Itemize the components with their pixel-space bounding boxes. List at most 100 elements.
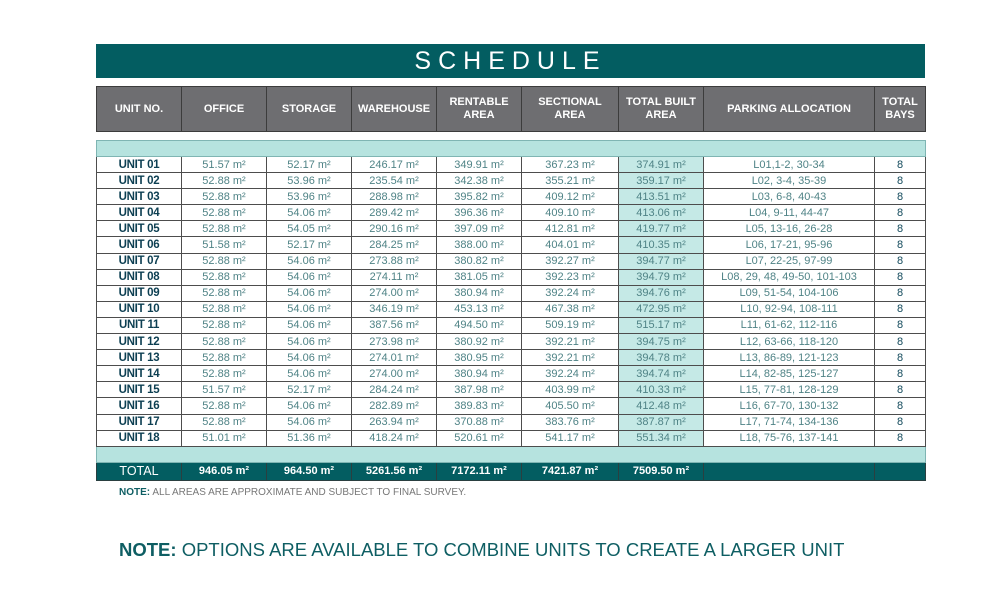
table-cell: 51.01 m² (181, 429, 267, 447)
table-cell: 413.51 m² (618, 188, 704, 206)
table-cell: 380.94 m² (436, 365, 522, 383)
table-cell: 380.82 m² (436, 252, 522, 270)
table-cell: 359.17 m² (618, 172, 704, 190)
table-cell: 387.98 m² (436, 381, 522, 399)
table-cell: 289.42 m² (351, 204, 437, 222)
table-cell: L17, 71-74, 134-136 (703, 413, 875, 431)
table-cell: 392.24 m² (521, 284, 619, 302)
total-cell: 964.50 m² (266, 461, 352, 481)
unit-cell: UNIT 14 (96, 365, 182, 383)
table-cell: 54.06 m² (266, 252, 352, 270)
unit-cell: UNIT 03 (96, 188, 182, 206)
table-cell: 394.79 m² (618, 268, 704, 286)
total-cell (703, 461, 875, 481)
table-row: UNIT 01 51.57 m² 52.17 m² 246.17 m² 349.91 m… (96, 155, 927, 174)
table-cell: 8 (873, 236, 927, 254)
table-cell: 387.87 m² (618, 413, 704, 431)
table-cell: 51.57 m² (181, 155, 267, 174)
column-header: UNIT NO. (96, 86, 182, 132)
unit-cell: UNIT 07 (96, 252, 182, 270)
unit-cell: UNIT 08 (96, 268, 182, 286)
table-cell: 394.76 m² (618, 284, 704, 302)
table-cell: L02, 3-4, 35-39 (703, 172, 875, 190)
table-row: UNIT 07 52.88 m² 54.06 m² 273.88 m² 380.82 m… (96, 252, 927, 270)
table-row: UNIT 11 52.88 m² 54.06 m² 387.56 m² 494.50 m… (96, 316, 927, 335)
table-cell: 284.24 m² (351, 381, 437, 399)
table-cell: 392.21 m² (521, 333, 619, 351)
unit-cell: UNIT 02 (96, 172, 182, 190)
table-row: UNIT 16 52.88 m² 54.06 m² 282.89 m² 389.83 m… (96, 397, 927, 415)
unit-cell: UNIT 04 (96, 204, 182, 222)
table-row: UNIT 12 52.88 m² 54.06 m² 273.98 m² 380.92 m… (96, 333, 927, 351)
table-cell: L06, 17-21, 95-96 (703, 236, 875, 254)
table-cell: 52.88 m² (181, 252, 267, 270)
table-cell: 8 (873, 188, 927, 206)
table-cell: L10, 92-94, 108-111 (703, 300, 875, 318)
table-cell: 410.33 m² (618, 381, 704, 399)
table-cell: 349.91 m² (436, 155, 522, 174)
table-cell: 53.96 m² (266, 188, 352, 206)
table-cell: 387.56 m² (351, 316, 437, 335)
table-cell: 8 (873, 349, 927, 367)
table-cell: 51.57 m² (181, 381, 267, 399)
table-cell: 342.38 m² (436, 172, 522, 190)
table-row: UNIT 14 52.88 m² 54.06 m² 274.00 m² 380.94 m… (96, 365, 927, 383)
table-cell: 472.95 m² (618, 300, 704, 318)
total-cell (873, 461, 927, 481)
unit-cell: UNIT 09 (96, 284, 182, 302)
table-cell: L15, 77-81, 128-129 (703, 381, 875, 399)
table-cell: 53.96 m² (266, 172, 352, 190)
table-row: UNIT 13 52.88 m² 54.06 m² 274.01 m² 380.95 m… (96, 349, 927, 367)
unit-cell: UNIT 05 (96, 220, 182, 238)
table-cell: 409.10 m² (521, 204, 619, 222)
total-row: TOTAL 946.05 m² 964.50 m² 5261.56 m² 7172.11… (96, 461, 927, 481)
column-header: OFFICE (181, 86, 267, 132)
table-cell: 8 (873, 316, 927, 335)
table-cell: 290.16 m² (351, 220, 437, 238)
table-cell: 54.06 m² (266, 316, 352, 335)
table-cell: 383.76 m² (521, 413, 619, 431)
table-cell: 520.61 m² (436, 429, 522, 447)
column-header: TOTAL BUILT AREA (618, 86, 704, 132)
table-cell: 52.88 m² (181, 188, 267, 206)
table-cell: L18, 75-76, 137-141 (703, 429, 875, 447)
table-cell: 282.89 m² (351, 397, 437, 415)
spacer-cell (95, 445, 927, 463)
table-cell: 412.48 m² (618, 397, 704, 415)
table-cell: 389.83 m² (436, 397, 522, 415)
table-cell: 8 (873, 333, 927, 351)
table-cell: 274.01 m² (351, 349, 437, 367)
total-cell: 7172.11 m² (436, 461, 522, 481)
table-cell: 392.21 m² (521, 349, 619, 367)
table-cell: 418.24 m² (351, 429, 437, 447)
table-cell: L08, 29, 48, 49-50, 101-103 (703, 268, 875, 286)
table-cell: 419.77 m² (618, 220, 704, 238)
combine-units-note: NOTE: OPTIONS ARE AVAILABLE TO COMBINE U… (119, 539, 845, 560)
table-cell: 54.06 m² (266, 268, 352, 286)
table-cell: 392.23 m² (521, 268, 619, 286)
table-cell: 394.75 m² (618, 333, 704, 351)
spacer-cell (95, 140, 927, 157)
table-cell: 235.54 m² (351, 172, 437, 190)
table-cell: 392.24 m² (521, 365, 619, 383)
table-cell: L05, 13-16, 26-28 (703, 220, 875, 238)
unit-cell: UNIT 16 (96, 397, 182, 415)
table-cell: 388.00 m² (436, 236, 522, 254)
table-cell: 541.17 m² (521, 429, 619, 447)
unit-cell: UNIT 18 (96, 429, 182, 447)
table-cell: 413.06 m² (618, 204, 704, 222)
table-cell: 52.17 m² (266, 155, 352, 174)
column-header: TOTAL BAYS (874, 86, 926, 132)
table-cell: 8 (873, 429, 927, 447)
table-cell: 52.88 m² (181, 349, 267, 367)
table-cell: L01,1-2, 30-34 (703, 155, 875, 174)
table-cell: 52.88 m² (181, 268, 267, 286)
column-header: STORAGE (266, 86, 352, 132)
unit-cell: UNIT 17 (96, 413, 182, 431)
table-cell: 51.36 m² (266, 429, 352, 447)
table-cell: 8 (873, 172, 927, 190)
table-cell: 374.91 m² (618, 155, 704, 174)
table-cell: 392.27 m² (521, 252, 619, 270)
table-cell: 8 (873, 252, 927, 270)
table-cell: 355.21 m² (521, 172, 619, 190)
